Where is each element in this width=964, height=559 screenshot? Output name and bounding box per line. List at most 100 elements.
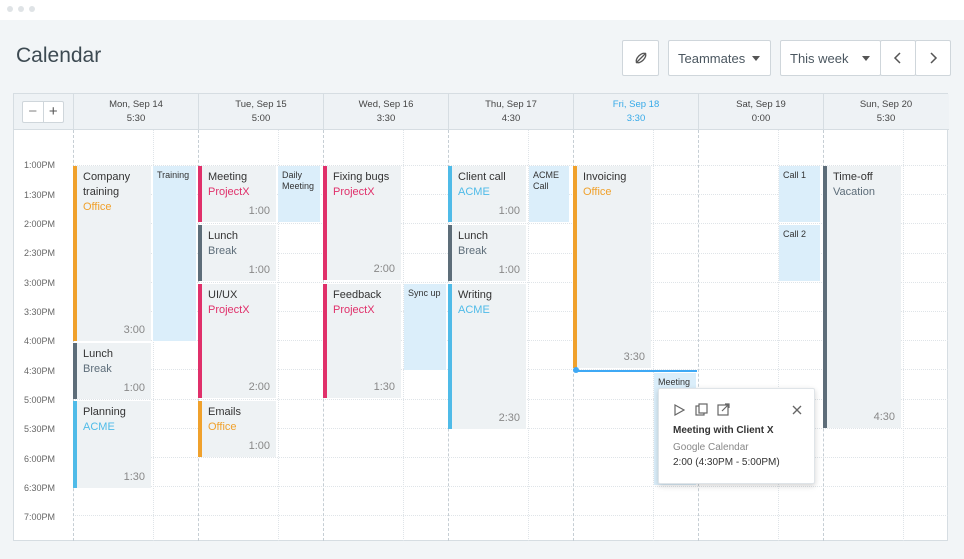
day-label: Fri, Sep 18 xyxy=(612,99,660,110)
day-label: Wed, Sep 16 xyxy=(358,99,414,110)
day-total: 3:30 xyxy=(626,113,646,124)
time-entry[interactable]: Company training Office 3:00 xyxy=(73,166,151,341)
window-dot xyxy=(29,6,35,12)
popup-title: Meeting with Client X xyxy=(673,425,774,436)
entry-title: Invoicing xyxy=(583,171,627,183)
day-label: Tue, Sep 15 xyxy=(235,99,287,110)
window-dot xyxy=(18,6,24,12)
time-entry[interactable]: Feedback ProjectX 1:30 xyxy=(323,284,401,398)
entry-title: Emails xyxy=(208,406,242,418)
entry-duration: 2:00 xyxy=(373,263,395,275)
sync-button[interactable] xyxy=(622,40,659,76)
entry-title: Time-off xyxy=(833,171,873,183)
entry-duration: 1:00 xyxy=(123,382,145,394)
calendar-event[interactable]: ACME Call xyxy=(529,166,569,222)
day-header: Tue, Sep 15 5:00 xyxy=(198,94,323,130)
day-total: 3:30 xyxy=(376,113,396,124)
zoom-out-button[interactable]: − xyxy=(28,103,38,120)
close-icon[interactable] xyxy=(792,405,802,415)
time-entry[interactable]: Emails Office 1:00 xyxy=(198,401,276,457)
day-total: 5:30 xyxy=(126,113,146,124)
entry-duration: 1:00 xyxy=(248,264,270,276)
play-icon[interactable] xyxy=(673,404,685,416)
entry-project: Vacation xyxy=(833,186,875,198)
time-entry[interactable]: Client call ACME 1:00 xyxy=(448,166,526,222)
entry-title: Planning xyxy=(83,406,126,418)
time-entry[interactable]: Planning ACME 1:30 xyxy=(73,401,151,488)
day-label: Sat, Sep 19 xyxy=(736,99,786,110)
current-time-line xyxy=(576,370,697,372)
day-header: Wed, Sep 16 3:30 xyxy=(323,94,448,130)
next-week-button[interactable] xyxy=(915,40,951,76)
time-entry[interactable]: Fixing bugs ProjectX 2:00 xyxy=(323,166,401,280)
time-label: 5:30PM xyxy=(24,424,56,434)
time-entry[interactable]: Time-off Vacation 4:30 xyxy=(823,166,901,428)
calendar-event[interactable]: Daily Meeting xyxy=(278,166,320,222)
day-header: Sun, Sep 20 5:30 xyxy=(823,94,948,130)
day-header-today: Fri, Sep 18 3:30 xyxy=(573,94,698,130)
entry-project: Office xyxy=(583,186,612,198)
time-label: 2:30PM xyxy=(24,248,56,258)
current-time-dot xyxy=(573,367,579,373)
event-popup: Meeting with Client X Google Calendar 2:… xyxy=(658,388,815,484)
time-entry[interactable]: Lunch Break 1:00 xyxy=(73,343,151,399)
entry-duration: 4:30 xyxy=(873,411,895,423)
time-entry[interactable]: Invoicing Office 3:30 xyxy=(573,166,651,368)
time-entry[interactable]: UI/UX ProjectX 2:00 xyxy=(198,284,276,398)
entry-project: Office xyxy=(83,201,112,213)
entry-project: ACME xyxy=(83,421,115,433)
time-label: 4:00PM xyxy=(24,336,56,346)
entry-duration: 1:30 xyxy=(373,381,395,393)
time-entry[interactable]: Meeting ProjectX 1:00 xyxy=(198,166,276,222)
calendar-event[interactable]: Training xyxy=(153,166,196,341)
window-dot xyxy=(7,6,13,12)
range-dropdown[interactable]: This week xyxy=(780,40,881,76)
prev-week-button[interactable] xyxy=(880,40,916,76)
entry-duration: 2:30 xyxy=(498,412,520,424)
time-label: 1:00PM xyxy=(24,160,56,170)
entry-duration: 3:00 xyxy=(123,324,145,336)
entry-project: Break xyxy=(208,245,237,257)
zoom-control: − + xyxy=(22,101,64,123)
entry-duration: 2:00 xyxy=(248,381,270,393)
entry-title: Lunch xyxy=(83,348,113,360)
entry-project: ProjectX xyxy=(333,186,375,198)
time-entry[interactable]: Lunch Break 1:00 xyxy=(198,225,276,281)
day-header: Mon, Sep 14 5:30 xyxy=(73,94,198,130)
entry-project: ProjectX xyxy=(208,186,250,198)
time-label: 3:00PM xyxy=(24,278,56,288)
calendar-event[interactable]: Call 1 xyxy=(779,166,820,222)
time-entry[interactable]: Lunch Break 1:00 xyxy=(448,225,526,281)
entry-title: Writing xyxy=(458,289,493,301)
zoom-in-button[interactable]: + xyxy=(42,102,64,122)
external-link-icon[interactable] xyxy=(717,403,730,416)
time-label: 3:30PM xyxy=(24,307,56,317)
calendar-event[interactable]: Sync up xyxy=(404,284,446,370)
title-bar xyxy=(0,0,964,20)
teammates-label: Teammates xyxy=(678,50,746,66)
calendar-event[interactable]: Call 2 xyxy=(779,225,820,281)
chevron-right-icon xyxy=(930,52,938,64)
day-label: Thu, Sep 17 xyxy=(485,99,537,110)
entry-title: Feedback xyxy=(333,289,382,301)
entry-project: Break xyxy=(83,363,112,375)
entry-title: Company training xyxy=(83,171,131,198)
entry-project: ACME xyxy=(458,186,490,198)
entry-duration: 1:30 xyxy=(123,471,145,483)
time-label: 4:30PM xyxy=(24,366,56,376)
entry-title: UI/UX xyxy=(208,289,238,301)
day-header: Thu, Sep 17 4:30 xyxy=(448,94,573,130)
entry-duration: 1:00 xyxy=(248,205,270,217)
entry-duration: 3:30 xyxy=(623,351,645,363)
day-label: Sun, Sep 20 xyxy=(859,99,913,110)
time-entry[interactable]: Writing ACME 2:30 xyxy=(448,284,526,429)
entry-project: ProjectX xyxy=(208,304,250,316)
entry-title: Lunch xyxy=(458,230,488,242)
time-label: 6:00PM xyxy=(24,454,56,464)
time-label: 5:00PM xyxy=(24,395,56,405)
teammates-dropdown[interactable]: Teammates xyxy=(668,40,771,76)
day-label: Mon, Sep 14 xyxy=(109,99,163,110)
copy-icon[interactable] xyxy=(695,403,708,416)
chevron-left-icon xyxy=(893,52,901,64)
chevron-down-icon xyxy=(752,56,760,61)
